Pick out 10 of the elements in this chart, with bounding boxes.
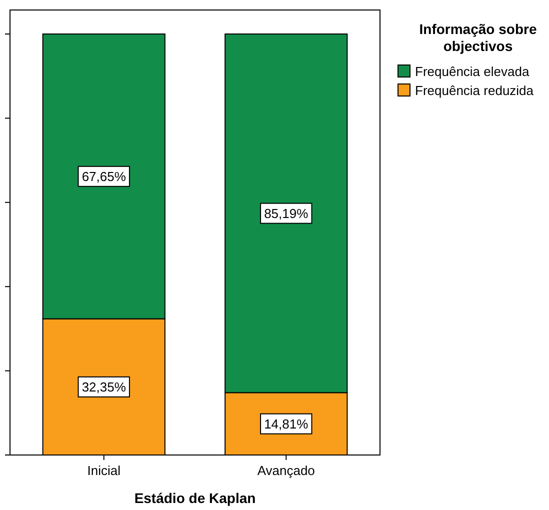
data-label: 14,81% (264, 416, 309, 432)
legend-label: Frequência elevada (415, 64, 530, 79)
x-tick-label: Avançado (257, 463, 315, 478)
x-axis-title: Estádio de Kaplan (134, 490, 256, 506)
data-label: 85,19% (264, 206, 309, 221)
x-tick-label: Inicial (87, 463, 121, 478)
legend-title: Informação sobre objectivos (419, 21, 537, 54)
data-label: 67,65% (82, 168, 126, 184)
data-label: 32,35% (82, 379, 126, 394)
legend-label: Frequência reduzida (415, 83, 534, 98)
